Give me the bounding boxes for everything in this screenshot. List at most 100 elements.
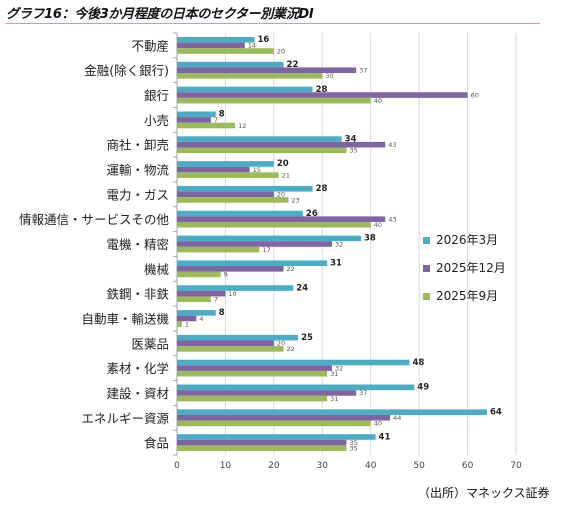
- bar: [177, 161, 274, 167]
- bar: [177, 191, 274, 198]
- bar: [177, 266, 284, 272]
- data-label: 28: [316, 85, 328, 95]
- data-label: 44: [393, 414, 401, 422]
- bar: [177, 390, 357, 396]
- bar: [177, 92, 468, 98]
- bar: [177, 111, 216, 118]
- data-label: 49: [417, 383, 429, 393]
- source-note: （出所）マネックス証券: [418, 486, 550, 500]
- x-tick-label: 60: [462, 461, 474, 471]
- data-label: 22: [287, 345, 295, 353]
- data-label: 16: [257, 35, 269, 45]
- data-label: 10: [228, 290, 236, 298]
- bar: [177, 86, 313, 93]
- data-label: 35: [350, 439, 358, 447]
- bar: [177, 197, 289, 203]
- category-label: 建設・資材: [106, 386, 169, 401]
- bar: [177, 61, 284, 68]
- data-label: 22: [287, 60, 299, 70]
- category-label: 自動車・輸送機: [81, 311, 169, 326]
- category-label: 医薬品: [131, 336, 169, 351]
- data-label: 64: [490, 407, 502, 417]
- bar: [177, 445, 347, 451]
- data-label: 21: [282, 171, 290, 179]
- bar: [177, 210, 303, 217]
- bar: [177, 141, 386, 148]
- category-label: 金融(除く銀行): [84, 63, 169, 78]
- data-label: 43: [388, 215, 396, 223]
- data-label: 20: [277, 340, 285, 348]
- category-label: 電機・精密: [106, 237, 169, 252]
- x-tick-label: 40: [365, 461, 377, 471]
- bar: [177, 42, 245, 49]
- bar: [177, 315, 197, 322]
- data-label: 48: [412, 358, 424, 368]
- chart-title: グラフ16：今後3か月程度の日本のセクター別業況DI: [6, 7, 314, 22]
- bar: [177, 97, 371, 104]
- bar: [177, 221, 371, 228]
- data-label: 30: [325, 72, 333, 80]
- bar: [177, 290, 226, 297]
- data-label: 28: [316, 184, 328, 194]
- data-label: 40: [374, 221, 382, 229]
- legend-swatch: [423, 237, 430, 244]
- data-label: 4: [199, 315, 203, 323]
- data-label: 20: [277, 159, 289, 169]
- data-label: 8: [219, 110, 225, 120]
- data-label: 41: [379, 432, 391, 442]
- legend-label: 2026年3月: [436, 233, 498, 247]
- x-tick-label: 0: [174, 461, 180, 471]
- bar: [177, 310, 216, 316]
- data-label: 31: [330, 370, 338, 378]
- category-label: 食品: [144, 436, 169, 451]
- bar: [177, 122, 236, 129]
- x-tick-label: 30: [317, 461, 329, 471]
- data-label: 9: [224, 271, 228, 279]
- data-label: 7: [214, 116, 218, 124]
- data-label: 32: [335, 364, 343, 372]
- category-label: 銀行: [144, 88, 169, 103]
- bar: [177, 370, 328, 377]
- x-tick-label: 20: [268, 461, 280, 471]
- bar: [177, 359, 410, 366]
- data-label: 20: [277, 191, 285, 199]
- bar: [177, 271, 221, 278]
- data-label: 25: [301, 333, 313, 343]
- bar: [177, 185, 313, 192]
- data-label: 35: [350, 147, 358, 155]
- category-label: 商社・卸売: [106, 138, 169, 153]
- bar: [177, 246, 260, 253]
- data-label: 37: [359, 389, 367, 397]
- bar: [177, 384, 415, 391]
- bar: [177, 172, 279, 178]
- bar: [177, 414, 391, 421]
- data-label: 8: [219, 308, 225, 318]
- bar: [177, 434, 376, 440]
- data-label: 31: [330, 259, 342, 269]
- legend-label: 2025年9月: [436, 289, 498, 303]
- bar: [177, 235, 362, 242]
- bar: [177, 395, 328, 402]
- data-label: 40: [374, 97, 382, 105]
- bar: [177, 241, 332, 247]
- bar: [177, 296, 211, 303]
- legend-label: 2025年12月: [436, 261, 506, 275]
- category-label: 機械: [144, 262, 170, 277]
- category-label: 不動産: [131, 38, 169, 53]
- data-label: 1: [185, 320, 189, 328]
- data-label: 31: [330, 395, 338, 403]
- data-label: 32: [335, 240, 343, 248]
- legend-swatch: [423, 265, 430, 272]
- x-tick-label: 10: [220, 461, 232, 471]
- bar: [177, 439, 347, 446]
- bar: [177, 147, 347, 154]
- category-label: 小売: [144, 113, 169, 128]
- title-underline: [6, 23, 540, 24]
- bar: [177, 136, 342, 142]
- data-label: 22: [287, 265, 295, 273]
- category-label: 情報通信・サービスその他: [19, 212, 170, 227]
- data-label: 40: [374, 420, 382, 428]
- x-tick-label: 50: [413, 461, 425, 471]
- bar: [177, 334, 299, 341]
